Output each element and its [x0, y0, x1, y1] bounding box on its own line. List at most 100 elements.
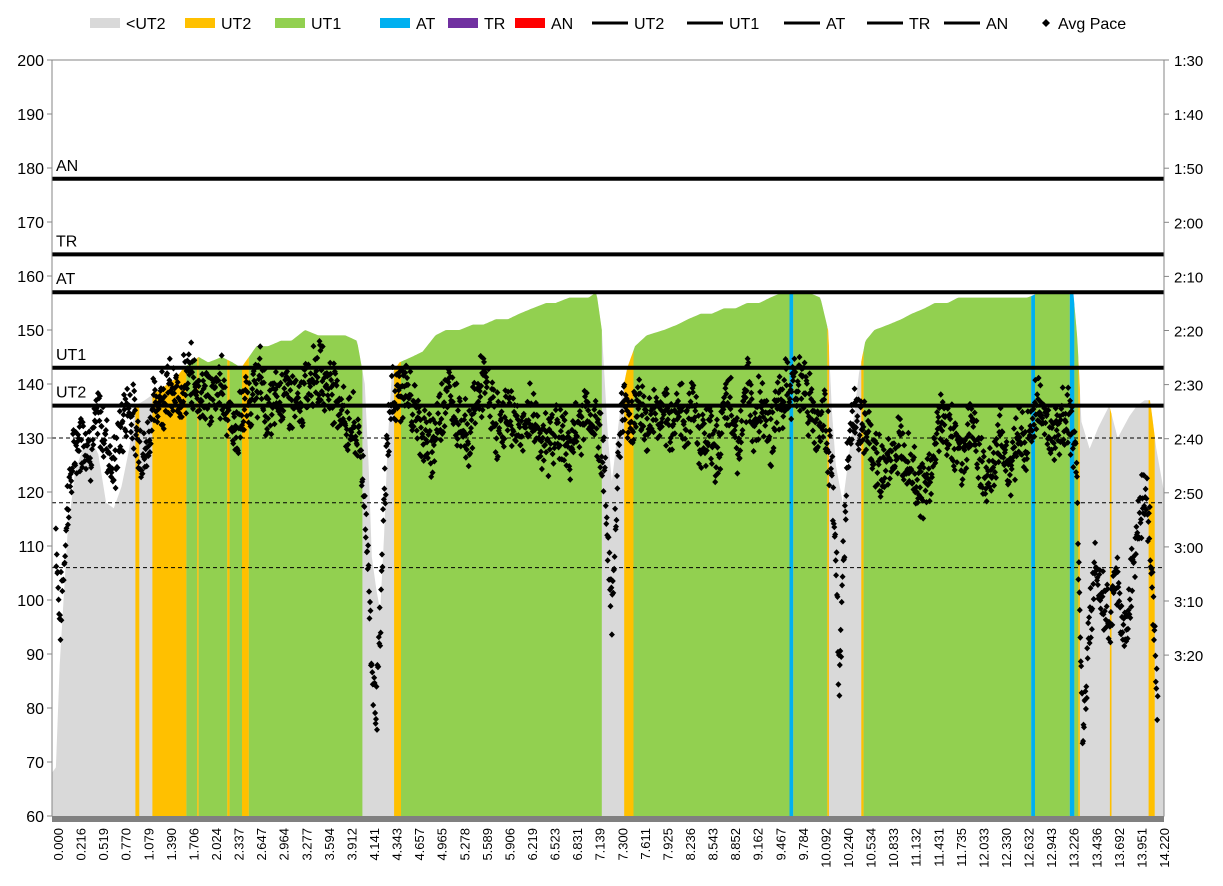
y-left-tick-label: 70	[26, 755, 44, 772]
x-tick-label: 6.219	[525, 828, 540, 861]
x-tick-label: 4.141	[367, 828, 382, 861]
x-tick-label: 11.431	[931, 828, 946, 867]
y-right-tick-label: 1:50	[1174, 161, 1203, 178]
x-tick-label: 6.831	[570, 828, 585, 861]
legend-label: UT1	[311, 16, 341, 33]
zone-line-label: AN	[56, 158, 78, 175]
y-right-tick-label: 2:30	[1174, 378, 1203, 395]
x-tick-label: 4.343	[390, 828, 405, 861]
y-right-tick-label: 2:10	[1174, 269, 1203, 286]
legend-swatch	[275, 18, 305, 28]
x-tick-label: 3.277	[299, 828, 314, 861]
x-tick-label: 1.390	[164, 828, 179, 861]
y-right-tick-label: 2:50	[1174, 486, 1203, 503]
y-left-tick-label: 190	[17, 107, 44, 124]
zone-segment-ut2	[861, 350, 864, 816]
x-tick-label: 9.784	[796, 828, 811, 861]
x-tick-label: 10.534	[864, 828, 879, 868]
zone-segment-ut2	[242, 357, 249, 816]
x-tick-label: 11.735	[954, 828, 969, 867]
x-tick-label: 11.132	[909, 828, 924, 867]
legend-label: <UT2	[126, 16, 166, 33]
x-tick-label: 12.632	[1022, 828, 1037, 868]
y-left-tick-label: 140	[17, 377, 44, 394]
x-tick-label: 2.964	[277, 828, 292, 861]
y-right-tick-label: 2:00	[1174, 215, 1203, 232]
y-left-tick-label: 60	[26, 809, 44, 826]
x-tick-label: 13.692	[1112, 828, 1127, 868]
legend-label: UT2	[221, 16, 251, 33]
x-tick-label: 1.706	[186, 828, 201, 861]
y-right-tick-label: 1:40	[1174, 107, 1203, 124]
x-tick-label: 13.226	[1067, 828, 1082, 868]
legend-label: AT	[416, 16, 435, 33]
zone-segment-ut2	[135, 403, 140, 816]
y-right-tick-label: 3:20	[1174, 648, 1203, 665]
zone-segment-ut2	[1148, 400, 1155, 816]
x-tick-label: 9.467	[773, 828, 788, 861]
x-tick-label: 10.833	[886, 828, 901, 868]
zone-segment-ut1	[863, 296, 1032, 817]
x-tick-label: 0.216	[74, 828, 89, 861]
zone-segment-ut2	[1078, 357, 1080, 816]
x-tick-label: 7.611	[638, 828, 653, 860]
x-tick-label: 12.330	[999, 828, 1014, 868]
zone-line-label: TR	[56, 233, 77, 250]
zone-line-label: AT	[56, 271, 75, 288]
zone-line-label: UT2	[56, 385, 86, 402]
y-left-tick-label: 100	[17, 593, 44, 610]
zone-segment-ut2	[227, 359, 230, 816]
x-tick-label: 7.300	[615, 828, 630, 861]
y-left-tick-label: 170	[17, 215, 44, 232]
x-tick-label: 4.965	[435, 828, 450, 861]
x-tick-label: 10.092	[818, 828, 833, 868]
x-tick-label: 2.647	[254, 828, 269, 861]
y-left-tick-label: 160	[17, 269, 44, 286]
zone-line-label: UT1	[56, 347, 86, 364]
zone-segment-at	[1031, 294, 1035, 816]
x-tick-label: 3.912	[344, 828, 359, 861]
zone-segment-ut1	[198, 357, 228, 816]
y-right-tick-label: 2:40	[1174, 432, 1203, 449]
x-tick-label: 10.240	[841, 828, 856, 868]
zone-segment-ut1	[1035, 292, 1070, 816]
zone-segment-ut2	[197, 357, 199, 816]
x-tick-label: 12.033	[976, 828, 991, 868]
legend-label: UT2	[634, 16, 664, 33]
y-left-tick-label: 130	[17, 431, 44, 448]
y-left-tick-label: 90	[26, 647, 44, 664]
axes: 60 70 80 90 100 110 120 130 140 150 160 170 180 190 20…	[17, 53, 1203, 868]
zone-segment-ut2	[152, 365, 187, 816]
zone-segment-ut1	[633, 292, 790, 816]
zone-segment-ut1	[793, 292, 828, 816]
legend-label: TR	[909, 16, 930, 33]
legend-swatch	[380, 18, 410, 28]
x-tick-label: 13.951	[1134, 828, 1149, 868]
x-tick-label: 9.162	[751, 828, 766, 861]
zone-segment-ut1	[248, 330, 363, 816]
y-right-tick-label: 3:00	[1174, 540, 1203, 557]
y-right-tick-label: 3:10	[1174, 594, 1203, 611]
y-left-tick-label: 120	[17, 485, 44, 502]
zone-segment-ut1	[401, 292, 602, 816]
x-tick-label: 7.925	[660, 828, 675, 861]
x-tick-label: 12.943	[1044, 828, 1059, 868]
y-left-tick-label: 200	[17, 53, 44, 70]
zone-segment-ut2	[827, 326, 829, 816]
legend-marker	[1042, 19, 1050, 27]
y-left-tick-label: 180	[17, 161, 44, 178]
x-tick-label: 13.436	[1089, 828, 1104, 868]
y-right-tick-label: 2:20	[1174, 324, 1203, 341]
legend-label: AN	[551, 16, 573, 33]
y-left-tick-label: 110	[18, 539, 44, 556]
x-tick-label: 7.139	[593, 828, 608, 861]
zone-segment-ut1	[229, 360, 242, 816]
y-left-tick-label: 150	[17, 323, 44, 340]
y-left-tick-label: 80	[26, 701, 44, 718]
x-tick-label: 14.220	[1157, 828, 1172, 868]
legend-label: Avg Pace	[1058, 16, 1126, 33]
zone-threshold-lines: AN TR AT UT1 UT2	[52, 158, 1164, 408]
legend-label: AT	[826, 16, 845, 33]
zone-segment-ut2	[394, 361, 401, 816]
legend-swatch	[90, 18, 120, 28]
